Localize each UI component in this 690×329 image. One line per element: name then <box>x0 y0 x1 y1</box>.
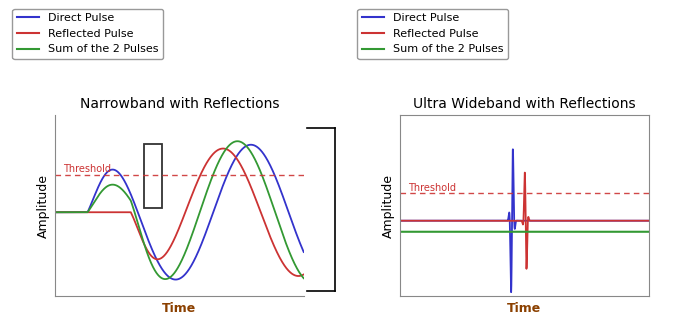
X-axis label: Time: Time <box>507 302 542 315</box>
Title: Narrowband with Reflections: Narrowband with Reflections <box>79 97 279 111</box>
Bar <box>144 144 162 208</box>
Title: Ultra Wideband with Reflections: Ultra Wideband with Reflections <box>413 97 635 111</box>
Y-axis label: Amplitude: Amplitude <box>382 174 395 238</box>
Text: Threshold: Threshold <box>408 183 455 193</box>
Y-axis label: Amplitude: Amplitude <box>37 174 50 238</box>
Legend: Direct Pulse, Reflected Pulse, Sum of the 2 Pulses: Direct Pulse, Reflected Pulse, Sum of th… <box>357 9 508 59</box>
Text: Threshold: Threshold <box>63 164 110 174</box>
Legend: Direct Pulse, Reflected Pulse, Sum of the 2 Pulses: Direct Pulse, Reflected Pulse, Sum of th… <box>12 9 163 59</box>
X-axis label: Time: Time <box>162 302 197 315</box>
